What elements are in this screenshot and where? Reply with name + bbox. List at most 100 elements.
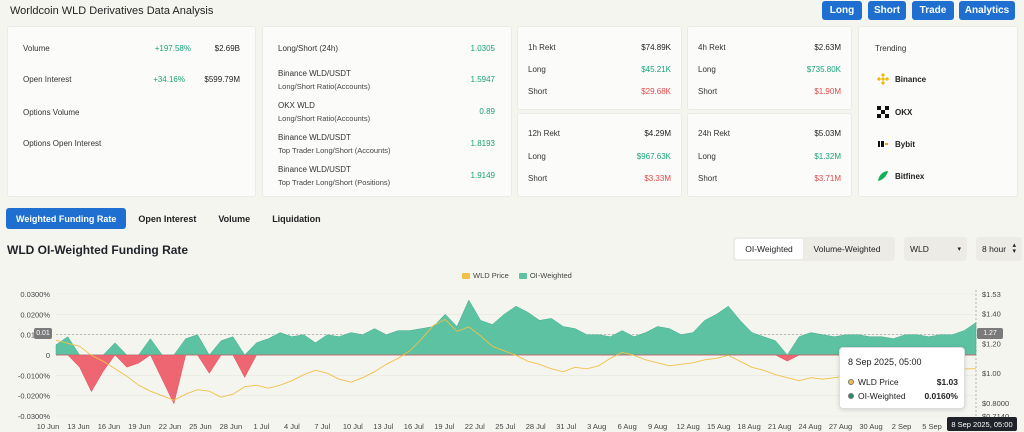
rekt-4h-short: $1.90M [814, 87, 841, 96]
rekt-4h-short-label: Short [698, 87, 718, 96]
okx-icon [877, 106, 889, 118]
rekt-1h-total: $74.89K [641, 43, 671, 52]
analytics-button[interactable]: Analytics [959, 1, 1015, 20]
ls24-value: 1.0305 [470, 44, 495, 53]
trending-card: Trending Binance OKX Bybit Bitfinex [858, 26, 1018, 197]
options-oi-label: Options Open Interest [23, 139, 102, 148]
x-tick-label: 22 Jun [159, 422, 182, 431]
x-tick-label: 12 Aug [676, 422, 699, 431]
y-right-tick-label: $0.8000 [982, 399, 1009, 408]
chart-legend: WLD Price OI-Weighted [462, 271, 572, 280]
trending-item-bitfinex[interactable]: Bitfinex [877, 170, 924, 182]
trending-item-bybit[interactable]: Bybit [877, 138, 915, 150]
binance-ratio-value: 1.5947 [470, 75, 495, 84]
rekt-12h-card: 12h Rekt $4.29M Long $967.63K Short $3.3… [517, 113, 682, 197]
rekt-1h-short-label: Short [528, 87, 548, 96]
trending-item-okx[interactable]: OKX [877, 106, 912, 118]
chart-section-title: WLD OI-Weighted Funding Rate [7, 243, 189, 257]
rekt-4h-long-label: Long [698, 65, 716, 74]
rekt-24h-card: 24h Rekt $5.03M Long $1.32M Short $3.71M [687, 113, 852, 197]
legend-price[interactable]: WLD Price [462, 271, 509, 280]
tab-liquidation[interactable]: Liquidation [272, 213, 321, 224]
x-tick-label: 1 Jul [253, 422, 269, 431]
volume-value: $2.69B [214, 44, 240, 53]
y-right-tick-label: $1.20 [982, 339, 1001, 348]
x-tick-label: 4 Jul [284, 422, 300, 431]
rekt-4h-total: $2.63M [814, 43, 841, 52]
weighting-toggle: OI-Weighted Volume-Weighted [733, 237, 895, 261]
y-right-tick-label: $1.00 [982, 369, 1001, 378]
rekt-24h-long: $1.32M [814, 152, 841, 161]
binance-top-accounts-sub: Top Trader Long/Short (Accounts) [278, 146, 391, 155]
chart-tooltip: 8 Sep 2025, 05:00 WLD Price $1.03 OI-Wei… [839, 347, 965, 409]
binance-ratio-sub: Long/Short Ratio(Accounts) [278, 82, 371, 91]
trending-item-binance[interactable]: Binance [877, 73, 926, 85]
tooltip-price-label: WLD Price [858, 377, 899, 387]
x-tick-label: 2 Sep [892, 422, 912, 431]
y-left-tick-label: 0.0200% [20, 310, 50, 319]
rekt-12h-long-label: Long [528, 152, 546, 161]
rekt-12h-short: $3.33M [644, 174, 671, 183]
legend-oi-label: OI-Weighted [529, 271, 572, 280]
binance-top-positions-label: Binance WLD/USDT [278, 165, 351, 174]
oi-weighted-button[interactable]: OI-Weighted [735, 239, 803, 259]
right-axis-marker: 1.27 [977, 328, 1003, 339]
x-tick-label: 28 Jun [220, 422, 243, 431]
price-dot-icon [848, 379, 854, 385]
bybit-icon [878, 141, 888, 147]
x-tick-label: 22 Jul [465, 422, 485, 431]
rekt-4h-card: 4h Rekt $2.63M Long $735.80K Short $1.90… [687, 26, 852, 110]
y-left-tick-label: 0.0300% [20, 290, 50, 299]
binance-top-positions-value: 1.9149 [470, 171, 495, 180]
tooltip-oi-row: OI-Weighted 0.0160% [848, 391, 958, 401]
x-tick-label: 7 Jul [314, 422, 330, 431]
x-tick-label: 3 Aug [587, 422, 606, 431]
legend-oi[interactable]: OI-Weighted [518, 271, 572, 280]
bitfinex-icon [878, 171, 888, 181]
x-tick-label: 9 Aug [648, 422, 667, 431]
chevron-down-icon: ▾ [957, 246, 961, 253]
rekt-24h-long-label: Long [698, 152, 716, 161]
long-button[interactable]: Long [822, 1, 862, 20]
volume-change: +197.58% [154, 44, 191, 53]
x-tick-label: 19 Jun [128, 422, 151, 431]
short-button[interactable]: Short [868, 1, 906, 20]
left-axis-marker: 0.01 [34, 328, 52, 339]
rekt-24h-total: $5.03M [814, 129, 841, 138]
top-bar: Worldcoin WLD Derivatives Data Analysis … [0, 0, 1024, 22]
tooltip-oi-value: 0.0160% [924, 391, 958, 401]
legend-price-label: WLD Price [473, 271, 509, 280]
tooltip-date: 8 Sep 2025, 05:00 [848, 357, 922, 367]
y-left-tick-label: -0.0300% [18, 412, 50, 421]
tab-open-interest[interactable]: Open Interest [138, 213, 197, 224]
interval-select-value: 8 hour [982, 244, 1007, 254]
x-tick-label: 27 Aug [829, 422, 852, 431]
tooltip-price-row: WLD Price $1.03 [848, 377, 958, 387]
open-interest-change: +34.16% [153, 75, 185, 84]
rekt-4h-label: 4h Rekt [698, 43, 726, 52]
x-tick-label: 5 Sep [922, 422, 942, 431]
chart-tabs: Weighted Funding Rate Open Interest Volu… [6, 208, 331, 229]
trade-button[interactable]: Trade [912, 1, 954, 20]
x-tick-label: 30 Aug [859, 422, 882, 431]
x-tick-label: 15 Aug [707, 422, 730, 431]
page-title: Worldcoin WLD Derivatives Data Analysis [10, 5, 214, 17]
binance-top-positions-sub: Top Trader Long/Short (Positions) [278, 178, 391, 187]
tab-volume[interactable]: Volume [218, 213, 251, 224]
trending-label-bitfinex: Bitfinex [895, 171, 925, 181]
rekt-12h-short-label: Short [528, 174, 548, 183]
volume-weighted-button[interactable]: Volume-Weighted [813, 244, 881, 254]
coin-select-value: WLD [910, 244, 929, 254]
x-tick-label: 25 Jul [495, 422, 515, 431]
interval-select[interactable]: 8 hour ▴ ▾ [976, 237, 1022, 261]
volume-label: Volume [23, 44, 50, 53]
wld-price-line [55, 318, 976, 401]
y-left-tick-label: 0 [46, 351, 50, 360]
binance-top-accounts-value: 1.8193 [470, 139, 495, 148]
tab-weighted-funding-rate[interactable]: Weighted Funding Rate [6, 208, 127, 229]
rekt-1h-short: $29.68K [641, 87, 671, 96]
binance-top-accounts-label: Binance WLD/USDT [278, 133, 351, 142]
trending-title: Trending [875, 44, 907, 53]
coin-select[interactable]: WLD ▾ [904, 237, 967, 261]
y-right-tick-label: $1.53 [982, 290, 1001, 299]
